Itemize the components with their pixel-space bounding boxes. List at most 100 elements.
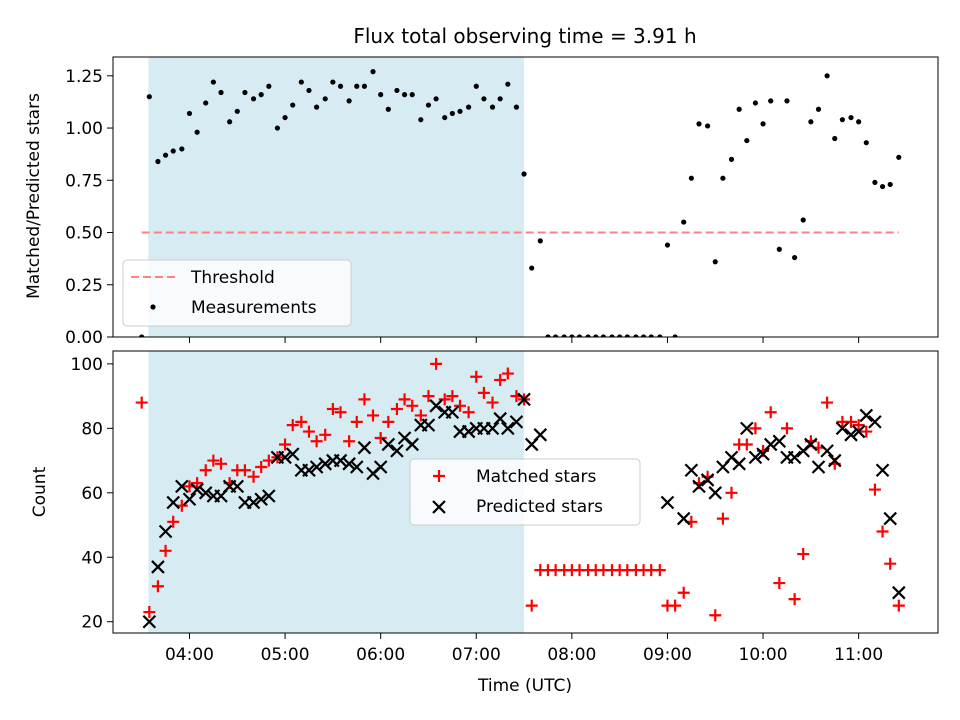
bottom-panel-counts: 20 40 60 80 100 04:00 05:00 06:00 07:00 08:00 09:0… bbox=[71, 350, 939, 665]
x-tick-label: 09:00 bbox=[643, 645, 692, 665]
measurement-point bbox=[234, 108, 240, 114]
predicted-star-point bbox=[748, 450, 763, 465]
matched-star-point bbox=[343, 435, 356, 448]
matched-star-point bbox=[159, 544, 172, 557]
measurement-point bbox=[633, 334, 639, 337]
measurement-point bbox=[776, 246, 782, 252]
predicted-star-point bbox=[254, 492, 268, 507]
bottom-y-axis-label: Count bbox=[30, 466, 50, 517]
measurement-point bbox=[545, 334, 551, 337]
measurement-point bbox=[672, 334, 678, 337]
measurement-point bbox=[576, 334, 583, 337]
measurement-point bbox=[712, 259, 718, 265]
measurement-point bbox=[250, 96, 257, 102]
measurement-point bbox=[337, 83, 344, 89]
measurement-point bbox=[879, 183, 886, 190]
legend-measurement-swatch bbox=[150, 304, 156, 310]
measurement-point bbox=[648, 334, 654, 337]
matched-star-point bbox=[486, 396, 499, 409]
measurement-point bbox=[839, 117, 846, 123]
predicted-star-point bbox=[309, 460, 324, 474]
predicted-star-point bbox=[158, 524, 173, 539]
measurement-point bbox=[418, 117, 424, 123]
measurement-point bbox=[322, 96, 328, 102]
measurement-point bbox=[242, 89, 248, 96]
measurement-point bbox=[497, 96, 503, 102]
predicted-star-point bbox=[851, 424, 866, 439]
measurement-point bbox=[720, 175, 726, 181]
matched-star-point bbox=[868, 483, 881, 496]
measurement-point bbox=[457, 108, 463, 114]
predicted-star-point bbox=[827, 453, 842, 468]
measurement-point bbox=[179, 146, 185, 152]
measurement-point bbox=[466, 104, 472, 110]
measurement-point bbox=[489, 104, 496, 110]
matched-star-point bbox=[821, 396, 834, 409]
legend-predicted-swatch bbox=[432, 500, 446, 514]
matched-star-point bbox=[725, 486, 738, 499]
measurement-point bbox=[290, 102, 296, 108]
measurement-point bbox=[824, 73, 830, 79]
predicted-star-point bbox=[708, 486, 723, 500]
measurement-point bbox=[832, 135, 838, 142]
predicted-star-point bbox=[740, 421, 754, 436]
predicted-star-point bbox=[485, 421, 500, 436]
measurement-point bbox=[162, 152, 169, 158]
top-axes-frame bbox=[112, 56, 939, 338]
matched-star-point bbox=[215, 457, 228, 470]
x-axis-label: Time (UTC) bbox=[477, 676, 572, 696]
top-y-tick-label: 0.50 bbox=[65, 224, 103, 244]
x-tick-label: 06:00 bbox=[356, 645, 405, 665]
matched-star-point bbox=[780, 422, 793, 435]
predicted-star-point bbox=[246, 495, 261, 510]
predicted-star-point bbox=[787, 450, 802, 465]
measurement-point bbox=[863, 140, 869, 146]
predicted-star-point bbox=[892, 585, 906, 600]
predicted-star-point bbox=[868, 415, 882, 429]
measurement-point bbox=[705, 123, 711, 129]
measurement-point bbox=[258, 92, 264, 98]
bottom-axes-frame bbox=[112, 350, 939, 634]
chart-title: Flux total observing time = 3.91 h bbox=[353, 24, 696, 48]
predicted-star-point bbox=[405, 437, 419, 452]
predicted-star-point bbox=[883, 511, 897, 526]
measurement-point bbox=[808, 119, 814, 125]
measurement-point bbox=[394, 87, 400, 94]
matched-star-point bbox=[653, 564, 666, 577]
matched-star-point bbox=[238, 464, 251, 477]
measurement-point bbox=[146, 94, 152, 100]
matched-star-point bbox=[286, 419, 299, 432]
measurement-point bbox=[529, 265, 535, 271]
predicted-star-point bbox=[262, 489, 276, 503]
measurement-point bbox=[768, 98, 774, 104]
matched-star-point bbox=[295, 415, 308, 428]
predicted-star-point bbox=[285, 447, 300, 461]
top-y-tick-label: 1.00 bbox=[65, 119, 103, 139]
predicted-star-point bbox=[875, 463, 890, 478]
top-data-layer bbox=[139, 69, 902, 337]
predicted-star-point bbox=[684, 463, 699, 478]
predicted-star-point bbox=[390, 444, 404, 458]
matched-star-point bbox=[422, 390, 435, 403]
measurement-point bbox=[433, 96, 439, 102]
top-y-tick-label: 0.25 bbox=[65, 276, 103, 296]
measurement-point bbox=[139, 334, 145, 337]
measurement-point bbox=[378, 92, 384, 98]
legend-matched-swatch bbox=[433, 470, 445, 482]
predicted-star-point bbox=[142, 614, 157, 629]
predicted-star-point bbox=[820, 444, 834, 458]
predicted-star-point bbox=[700, 473, 715, 487]
predicted-star-point bbox=[381, 437, 396, 452]
bottom-y-tick-label: 20 bbox=[81, 613, 103, 633]
measurement-point bbox=[361, 83, 368, 89]
x-tick-label: 04:00 bbox=[165, 645, 214, 665]
measurement-point bbox=[409, 92, 415, 98]
predicted-star-point bbox=[190, 482, 204, 497]
bottom-data-layer bbox=[135, 357, 906, 629]
matched-star-point bbox=[797, 548, 810, 561]
measurement-point bbox=[186, 110, 193, 117]
measurement-point bbox=[760, 121, 766, 127]
matched-star-point bbox=[845, 415, 858, 428]
bottom-y-tick-label: 80 bbox=[81, 419, 103, 439]
